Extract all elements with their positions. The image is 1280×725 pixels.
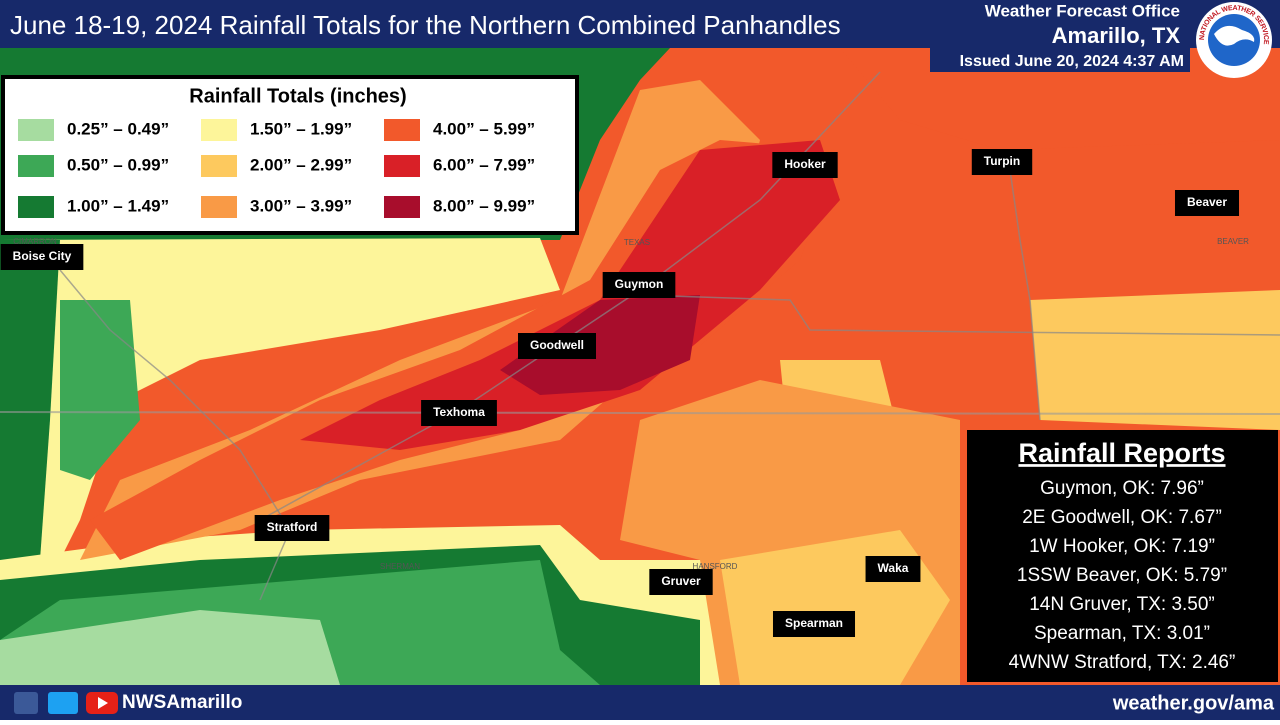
report-item: 2E Goodwell, OK: 7.67” — [1022, 507, 1222, 528]
header-bar — [0, 0, 1280, 48]
town-box — [649, 569, 713, 595]
legend-swatch — [18, 119, 54, 141]
county-label: SHERMAN — [380, 562, 420, 571]
town-box — [0, 244, 84, 270]
town-label: Turpin — [984, 154, 1020, 168]
legend-label: 0.25” – 0.49” — [67, 119, 169, 138]
town-label: Gruver — [661, 574, 701, 588]
legend-swatch — [201, 119, 237, 141]
location: Amarillo, TX — [1052, 23, 1181, 48]
legend-label: 3.00” – 3.99” — [250, 196, 352, 215]
town-box — [772, 152, 838, 178]
map — [0, 48, 1280, 685]
town-label: Stratford — [267, 520, 318, 534]
reports: Rainfall Reports Guymon, OK: 7.96” 2E Goo… — [967, 430, 1278, 682]
footer-bar — [0, 685, 1280, 720]
town-box — [1174, 190, 1240, 216]
town-label: Hooker — [784, 157, 826, 171]
town-label: Beaver — [1187, 195, 1227, 209]
town-box — [602, 272, 676, 298]
legend: Rainfall Totals (inches) 0.25” – 0.49” 0.… — [1, 75, 579, 235]
county-label: CIMARRON — [13, 237, 57, 246]
county-labels: CIMARRON TEXAS BEAVER SHERMAN HANSFORD — [13, 237, 1249, 571]
report-item: 1W Hooker, OK: 7.19” — [1029, 536, 1215, 557]
report-item: 1SSW Beaver, OK: 5.79” — [1017, 565, 1227, 586]
town-box — [254, 515, 330, 541]
legend-swatch — [18, 155, 54, 177]
legend-label: 1.00” – 1.49” — [67, 196, 169, 215]
legend-label: 1.50” – 1.99” — [250, 119, 352, 138]
header-issued-bar — [930, 48, 1190, 72]
legend-title: Rainfall Totals (inches) — [189, 85, 406, 107]
report-item: 4WNW Stratford, TX: 2.46” — [1009, 652, 1236, 673]
town-box — [772, 611, 856, 637]
legend-swatch — [201, 155, 237, 177]
legend-label: 6.00” – 7.99” — [433, 155, 535, 174]
town-box — [518, 333, 596, 359]
office: Weather Forecast Office — [985, 1, 1180, 20]
county-label: BEAVER — [1217, 237, 1249, 246]
county-label: HANSFORD — [693, 562, 738, 571]
town-label: Goodwell — [530, 338, 584, 352]
town-label: Texhoma — [433, 405, 485, 419]
nws-logo: NATIONAL WEATHER SERVICE — [1196, 2, 1272, 78]
town-label: Spearman — [785, 616, 843, 630]
social-handle: NWSAmarillo — [122, 692, 242, 713]
town-labels: Boise City Hooker Turpin Beaver Guymon Goodwe… — [0, 149, 1240, 637]
town-box — [865, 556, 921, 582]
report-item: 14N Gruver, TX: 3.50” — [1029, 594, 1215, 615]
social-icons — [14, 692, 118, 714]
legend-swatch — [384, 155, 420, 177]
town-label: Waka — [878, 561, 909, 575]
town-label: Boise City — [13, 249, 72, 263]
title: June 18-19, 2024 Rainfall Totals for the… — [10, 10, 841, 40]
legend-swatch — [384, 196, 420, 218]
legend-swatch — [18, 196, 54, 218]
legend-swatch — [384, 119, 420, 141]
legend-label: 2.00” – 2.99” — [250, 155, 352, 174]
legend-label: 0.50” – 0.99” — [67, 155, 169, 174]
legend-label: 8.00” – 9.99” — [433, 196, 535, 215]
issued: Issued June 20, 2024 4:37 AM — [960, 53, 1184, 70]
report-item: Spearman, TX: 3.01” — [1034, 623, 1210, 644]
website: weather.gov/ama — [1112, 692, 1275, 714]
town-label: Guymon — [615, 277, 664, 291]
legend-swatch — [201, 196, 237, 218]
legend-label: 4.00” – 5.99” — [433, 119, 535, 138]
county-label: TEXAS — [624, 238, 650, 247]
report-item: Guymon, OK: 7.96” — [1040, 478, 1204, 499]
reports-title: Rainfall Reports — [1018, 438, 1225, 468]
town-box — [421, 400, 497, 426]
town-box — [971, 149, 1033, 175]
